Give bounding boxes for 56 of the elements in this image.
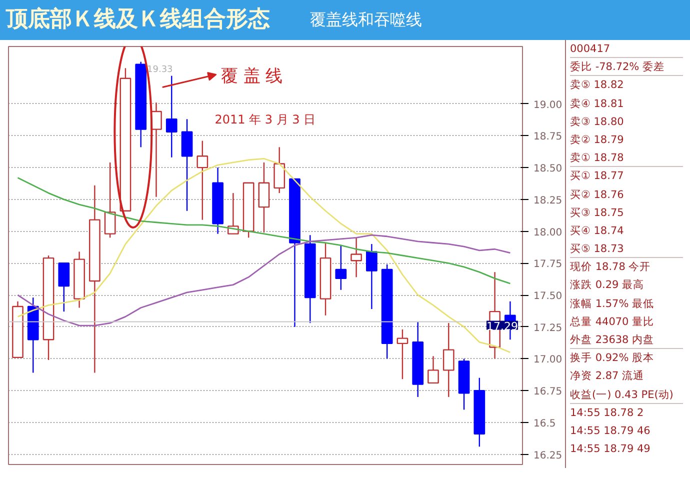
text: 买③ 18.75 (570, 206, 625, 221)
candlestick (212, 166, 224, 234)
y-tick-label: 18.50 (534, 164, 562, 175)
y-tick-label: 16.25 (534, 450, 562, 462)
line-series (17, 177, 511, 284)
text: 买② 18.76 (570, 188, 625, 202)
y-tick-label: 18.00 (534, 227, 562, 238)
candlestick (89, 184, 100, 374)
text: 14:55 18.78 2 (570, 406, 645, 421)
text: 现价 18.78 今开 (570, 260, 652, 276)
annotation: 覆 盖 线 (220, 66, 283, 86)
candlestick (166, 75, 178, 158)
y-tick-label: 17.25 (534, 322, 562, 334)
candlestick (442, 322, 454, 398)
chart-subtitle: 覆盖线和吞噬线 (310, 8, 422, 31)
candlestick (335, 244, 347, 291)
candlestick (181, 118, 193, 212)
candlestick (258, 162, 270, 234)
text: 收益(一) 0.43 PE(动) (570, 386, 683, 404)
text: 000417 (570, 40, 683, 58)
text: 换手 0.92% 股本 (570, 351, 656, 366)
y-tick-label: 18.75 (534, 132, 562, 143)
text: 卖① 18.78 (570, 149, 683, 168)
text: 净资 2.87 流通 (570, 369, 646, 384)
y-tick-label: 18.25 (534, 195, 562, 206)
text: 卖④ 18.81 (570, 96, 625, 112)
annotation: 19.33 (147, 64, 173, 75)
y-tick-label: 16.5 (534, 418, 556, 430)
y-tick-label: 19.00 (534, 100, 562, 111)
text: 14:55 18.79 49 (570, 442, 652, 458)
text: 买④ 18.74 (570, 224, 625, 239)
text: 卖② 18.79 (570, 132, 625, 148)
text: 14:55 18.79 46 (570, 424, 652, 439)
candlestick (74, 251, 85, 308)
text: 卖⑤ 18.82 (570, 78, 625, 94)
candlestick (196, 140, 208, 220)
candlestick (412, 321, 424, 398)
text: 委比 -78.72% 委差 (570, 58, 683, 76)
candlestick (320, 242, 332, 316)
text: 涨幅 1.57% 最低 (570, 296, 656, 312)
text: 卖③ 18.80 (570, 114, 625, 130)
y-tick-label: 16.75 (534, 386, 562, 398)
ref-line-label: 17.29 (486, 320, 518, 333)
y-tick-label: 17.75 (534, 259, 562, 270)
text: 总量 44070 量比 (570, 314, 656, 330)
candlestick (366, 243, 378, 310)
candlestick (350, 237, 362, 278)
chart-title: 顶底部Ｋ线及Ｋ线组合形态 (6, 6, 270, 34)
candlestick (474, 377, 486, 448)
text: 买⑤ 18.73 (570, 240, 683, 258)
text: 买① 18.77 (570, 169, 625, 184)
y-tick-label: 17.00 (534, 354, 562, 366)
y-tick-label: 17.50 (534, 291, 562, 302)
text: 涨跌 0.29 最高 (570, 278, 646, 294)
annotation: 2011 年 3 月 3 日 (214, 112, 316, 126)
text: 外盘 23638 内盘 (570, 331, 683, 350)
